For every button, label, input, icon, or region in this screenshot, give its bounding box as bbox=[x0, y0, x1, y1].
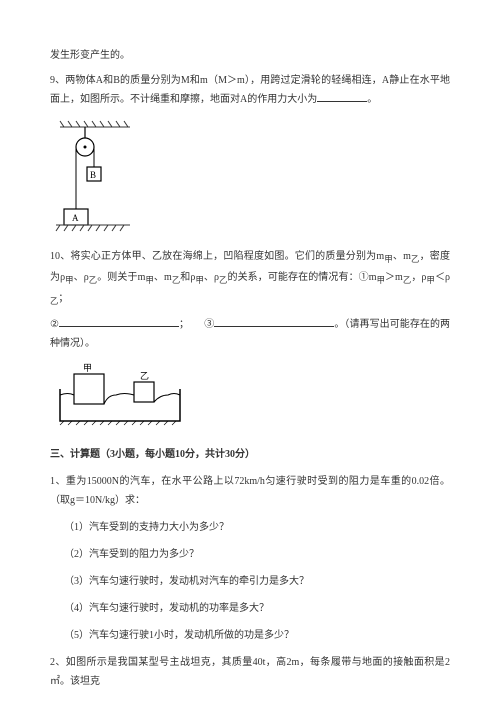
q10-text: 10、将实心正方体甲、乙放在海绵上，凹陷程度如图。它们的质量分别为m甲、m乙，密… bbox=[50, 247, 450, 309]
q10-blank-2[interactable] bbox=[59, 317, 179, 327]
s3-q1-sub4: （4）汽车匀速行驶时，发动机的功率是多大？ bbox=[64, 599, 450, 618]
s3-q2-stem: 2、如图所示是我国某型号主战坦克，其质量40t，高2m，每条履带与地面的接触面积… bbox=[50, 653, 450, 691]
label-B: B bbox=[90, 170, 96, 180]
s3-q1-stem: 1、重为15000N的汽车，在水平公路上以72km/h匀速行驶时受到的阻力是车重… bbox=[50, 472, 450, 510]
q9-figure: B A bbox=[50, 117, 450, 237]
section3-heading: 三、计算题（3小题，每小题10分，共计30分） bbox=[50, 445, 450, 464]
label-right: 乙 bbox=[140, 371, 149, 381]
s3-q1-sub3: （3）汽车匀速行驶时，发动机对汽车的牵引力是多大？ bbox=[64, 572, 450, 591]
q9-text: 9、两物体A和B的质量分别为M和m（M＞m），用跨过定滑轮的轻绳相连，A静止在水… bbox=[50, 71, 450, 109]
q10-figure: 甲 乙 bbox=[50, 361, 450, 431]
label-A: A bbox=[72, 213, 79, 223]
q10-blanks: ②； ③。（请再写出可能存在的两种情况）。 bbox=[50, 315, 450, 353]
label-left: 甲 bbox=[83, 363, 92, 373]
s3-q1-sub5: （5）汽车匀速行驶1小时，发动机所做的功是多少？ bbox=[64, 626, 450, 645]
s3-q1-sub2: （2）汽车受到的阻力为多少？ bbox=[64, 545, 450, 564]
q10-blank-3[interactable] bbox=[214, 317, 334, 327]
q9-after: 。 bbox=[367, 94, 377, 105]
s3-q1-sub1: （1）汽车受到的支持力大小为多少？ bbox=[64, 518, 450, 537]
q9-blank[interactable] bbox=[317, 92, 367, 102]
q9-before: 9、两物体A和B的质量分别为M和m（M＞m），用跨过定滑轮的轻绳相连，A静止在水… bbox=[50, 75, 450, 105]
q8-tail: 发生形变产生的。 bbox=[50, 46, 450, 65]
